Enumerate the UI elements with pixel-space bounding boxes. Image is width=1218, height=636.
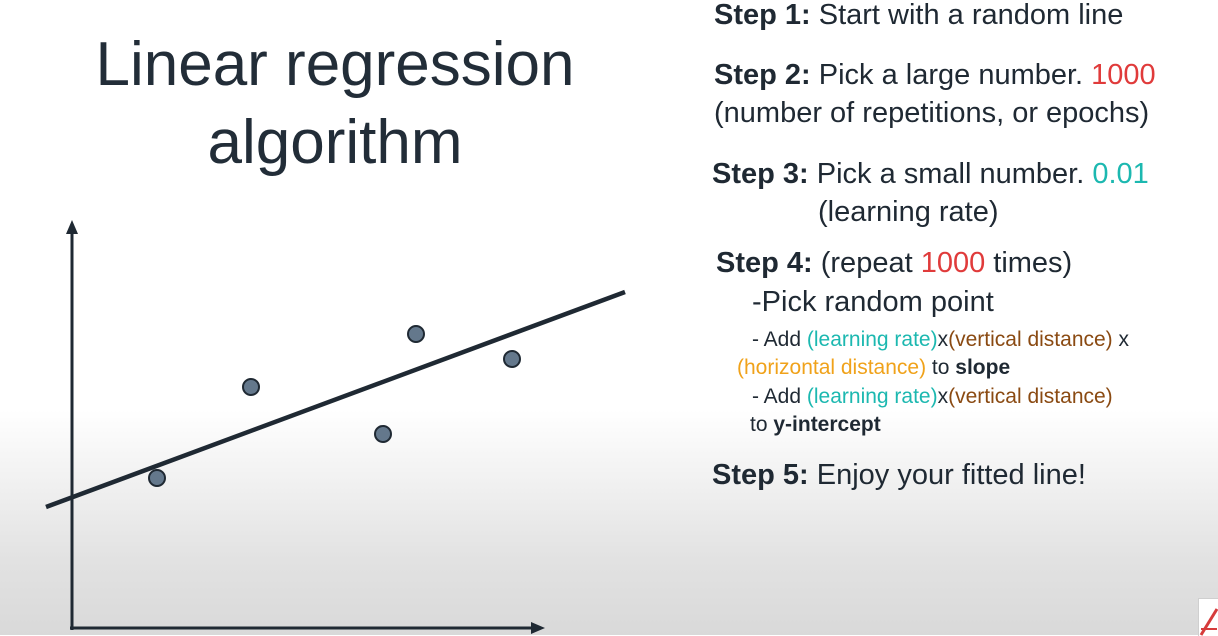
step-1: Step 1: Start with a random line: [714, 0, 1123, 33]
slide-title-line-2: algorithm: [207, 108, 463, 177]
step-4-pick-point: -Pick random point: [752, 286, 994, 318]
step-4-text-post: times): [985, 247, 1073, 279]
step-3-detail: (learning rate): [818, 196, 999, 228]
step-3: Step 3: Pick a small number. 0.01: [712, 156, 1149, 192]
slide-title: Linear regression algorithm: [40, 26, 630, 182]
step-2-text: Pick a large number.: [810, 59, 1092, 91]
data-point: [242, 378, 260, 396]
step-5-label: Step 5:: [712, 459, 809, 491]
data-point: [148, 469, 166, 487]
step-1-label: Step 1:: [714, 0, 811, 31]
fitted-line: [45, 289, 626, 510]
step-5-text: Enjoy your fitted line!: [808, 459, 1086, 491]
step-4: Step 4: (repeat 1000 times): [716, 245, 1072, 281]
step-2-value: 1000: [1091, 59, 1156, 91]
corner-logo-icon: [1199, 608, 1218, 636]
step-3-label: Step 3:: [712, 158, 809, 190]
y-axis-arrow-icon: [66, 220, 78, 234]
step-2-label: Step 2:: [714, 59, 811, 91]
step-5: Step 5: Enjoy your fitted line!: [712, 457, 1086, 493]
step-3-text: Pick a small number.: [808, 158, 1093, 190]
step-2-detail: (number of repetitions, or epochs): [714, 97, 1150, 129]
step-4-label: Step 4:: [716, 247, 813, 279]
slide-title-line-1: Linear regression: [95, 30, 575, 99]
step-1-text: Start with a random line: [810, 0, 1124, 31]
data-point: [407, 325, 425, 343]
step-3-value: 0.01: [1092, 158, 1149, 190]
data-point: [374, 425, 392, 443]
corner-logo: [1198, 598, 1218, 636]
x-axis-arrow-icon: [531, 622, 545, 634]
step-2: Step 2: Pick a large number. 1000: [714, 57, 1156, 93]
step-4-value: 1000: [920, 247, 986, 279]
data-point: [503, 350, 521, 368]
step-4-text-pre: (repeat: [812, 247, 921, 279]
